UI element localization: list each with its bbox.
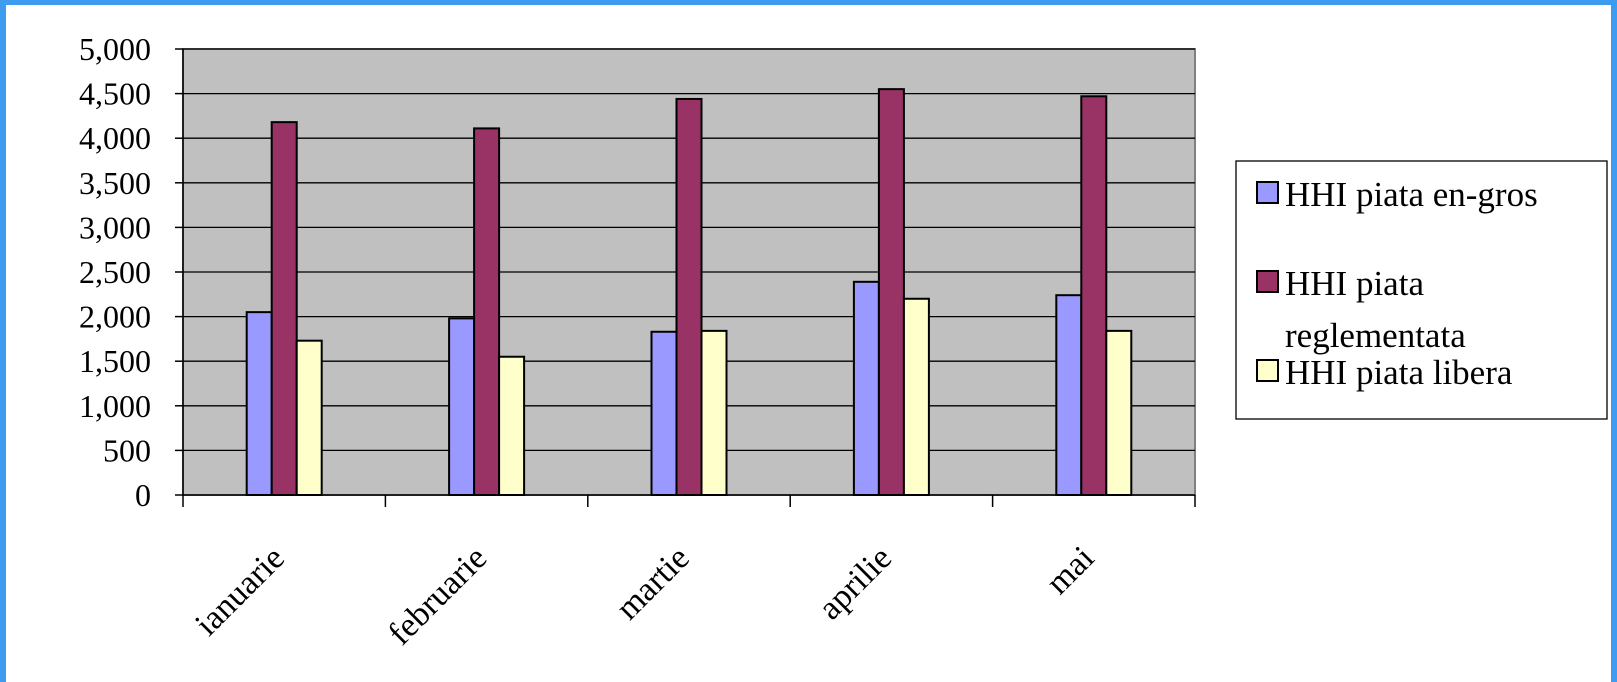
bar [675, 97, 703, 497]
y-tick-label: 1,000 [79, 388, 151, 424]
y-axis: 0 500 1,000 1,500 2,000 2,500 3,000 3,500 4,000 4… [79, 31, 184, 513]
bar [295, 339, 323, 496]
y-tick-label: 500 [103, 432, 151, 468]
bar [448, 317, 476, 496]
legend-swatch [1256, 270, 1279, 293]
x-category-label: februarie [381, 539, 494, 652]
y-tick-label: 1,500 [79, 343, 151, 379]
legend-box [1235, 160, 1608, 420]
y-tick-label: 3,500 [79, 165, 151, 201]
x-category-label: aprilie [811, 539, 899, 627]
legend-label: HHI piata en-gros [1285, 175, 1538, 214]
bar [1080, 95, 1108, 496]
bar [1105, 329, 1133, 497]
bar [245, 311, 273, 497]
x-category-label: mai [1039, 539, 1101, 601]
y-tick-label: 4,000 [79, 120, 151, 156]
y-tick-label: 0 [135, 477, 151, 513]
bar [473, 127, 501, 496]
y-tick-label: 5,000 [79, 31, 151, 67]
bar [902, 297, 930, 497]
x-category-label: ianuarie [188, 539, 292, 643]
bar [700, 329, 728, 497]
y-tick-label: 4,500 [79, 76, 151, 112]
legend-swatch [1256, 359, 1279, 382]
y-tick-label: 2,500 [79, 254, 151, 290]
bar [650, 330, 678, 496]
y-tick-label: 3,000 [79, 209, 151, 245]
bar [498, 355, 526, 496]
bar [1055, 294, 1083, 496]
bar [270, 121, 298, 496]
bar [877, 88, 905, 496]
x-category-label: martie [609, 539, 697, 627]
y-tick-label: 2,000 [79, 299, 151, 335]
legend-swatch [1256, 181, 1279, 204]
legend-label: HHI piata libera [1285, 353, 1513, 392]
bar [852, 280, 880, 497]
legend: HHI piata en-gros HHI piata reglementataHH… [1235, 160, 1608, 420]
legend-label: HHI piata [1285, 264, 1424, 303]
x-axis: ianuarie februarie martie aprilie mai [182, 494, 1196, 652]
legend-label: reglementata [1285, 316, 1466, 355]
